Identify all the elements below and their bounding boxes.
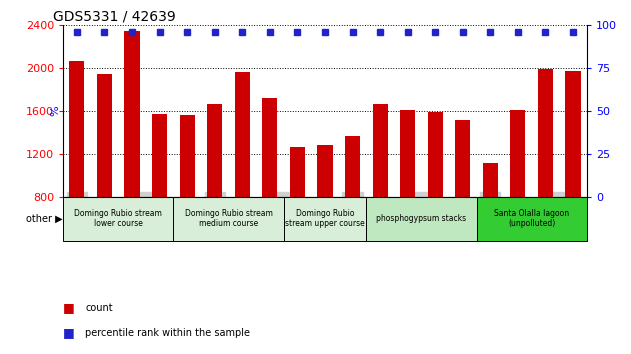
Bar xyxy=(345,136,360,282)
Bar xyxy=(180,115,195,282)
Bar xyxy=(63,196,174,241)
Bar xyxy=(372,104,387,282)
Text: ■: ■ xyxy=(63,326,75,339)
Bar xyxy=(455,120,470,282)
Bar xyxy=(207,104,222,282)
Bar xyxy=(283,196,367,241)
Text: other ▶: other ▶ xyxy=(26,213,62,224)
Bar xyxy=(400,110,415,282)
Text: count: count xyxy=(85,303,113,313)
Bar xyxy=(317,145,333,282)
Bar xyxy=(565,71,581,282)
Text: Domingo Rubio
stream upper course: Domingo Rubio stream upper course xyxy=(285,209,365,228)
Text: Domingo Rubio stream
lower course: Domingo Rubio stream lower course xyxy=(74,209,162,228)
Text: ■: ■ xyxy=(63,302,75,314)
Bar xyxy=(69,61,85,282)
Bar xyxy=(174,196,283,241)
Bar xyxy=(262,98,278,282)
Bar xyxy=(235,72,250,282)
Bar xyxy=(483,163,498,282)
Text: phosphogypsum stacks: phosphogypsum stacks xyxy=(376,214,466,223)
Bar xyxy=(476,196,587,241)
Bar xyxy=(97,74,112,282)
Bar xyxy=(290,147,305,282)
Text: Santa Olalla lagoon
(unpolluted): Santa Olalla lagoon (unpolluted) xyxy=(494,209,569,228)
Bar xyxy=(510,110,526,282)
Bar xyxy=(428,112,443,282)
Bar xyxy=(367,196,476,241)
Text: Domingo Rubio stream
medium course: Domingo Rubio stream medium course xyxy=(184,209,273,228)
Y-axis label: %: % xyxy=(50,105,61,116)
Text: percentile rank within the sample: percentile rank within the sample xyxy=(85,328,250,338)
Text: GDS5331 / 42639: GDS5331 / 42639 xyxy=(52,10,175,24)
Bar xyxy=(124,31,139,282)
Bar xyxy=(152,114,167,282)
Bar xyxy=(538,69,553,282)
